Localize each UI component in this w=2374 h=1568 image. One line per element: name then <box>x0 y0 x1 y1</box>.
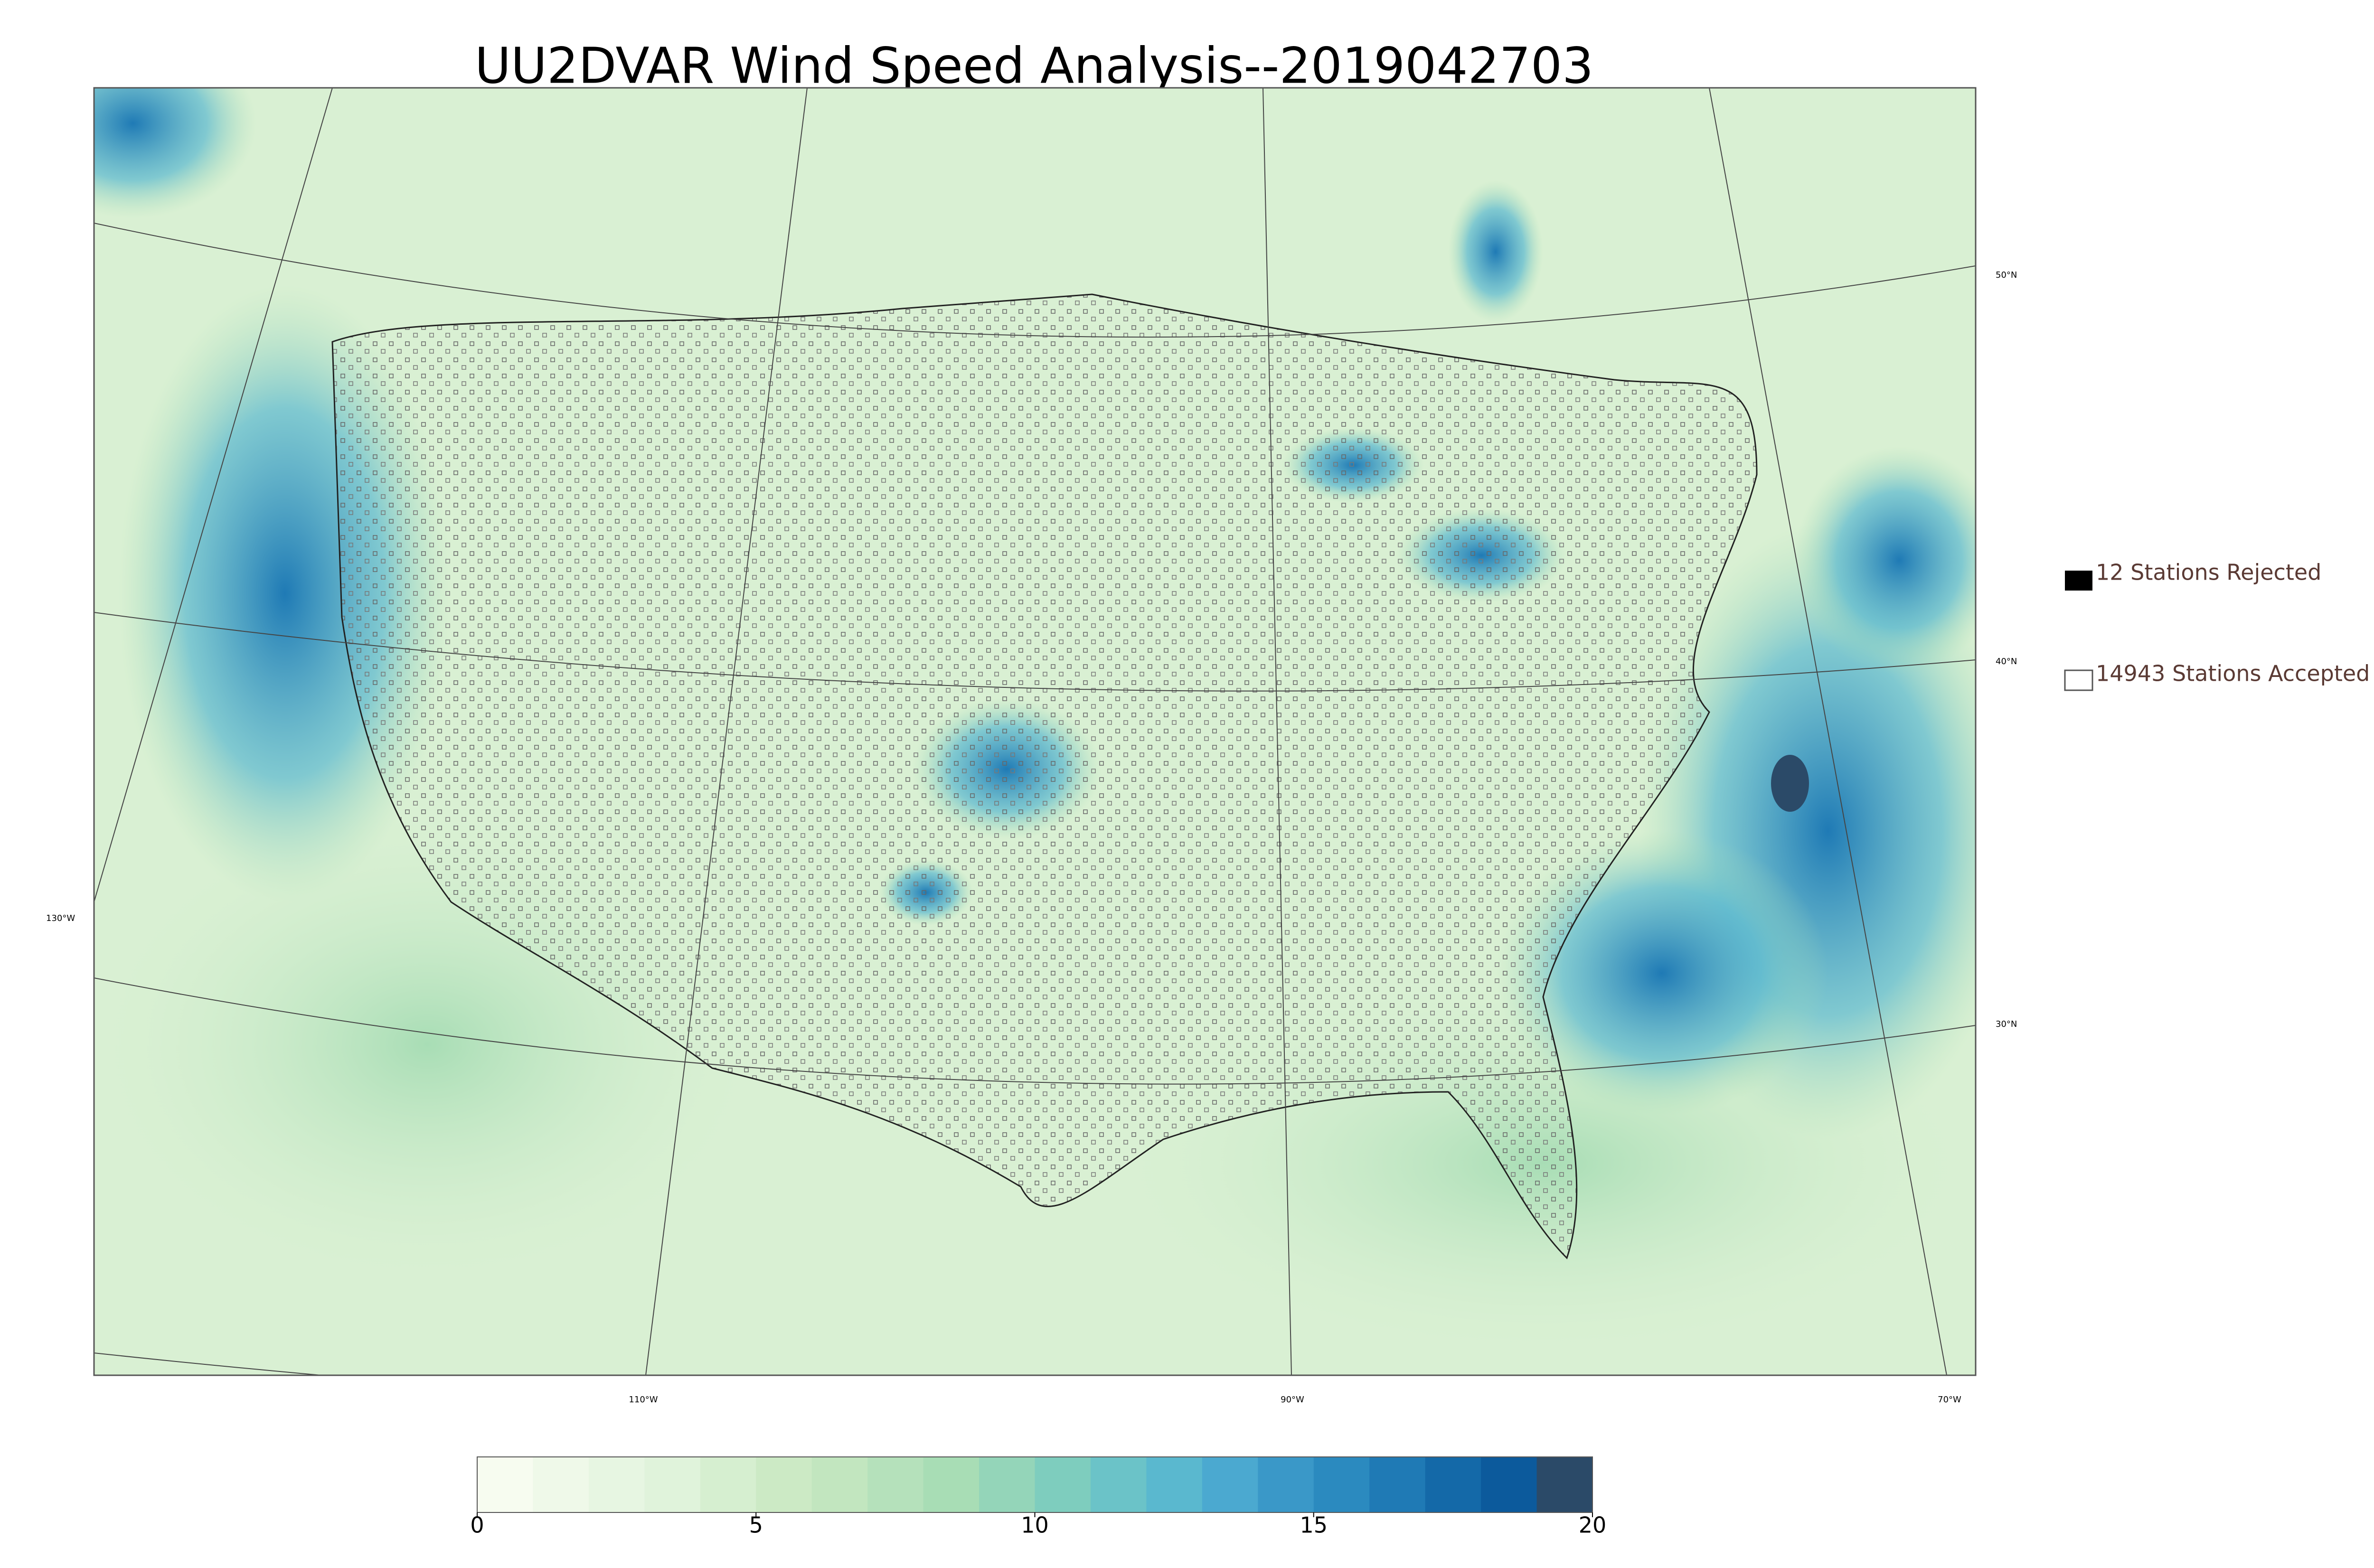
latitude-label: 40°N <box>1996 657 2017 667</box>
wind-field <box>1795 446 1976 674</box>
accepted-marker <box>2064 669 2093 691</box>
colorbar-tick-label: 5 <box>749 1512 763 1538</box>
colorbar-segment <box>1090 1457 1147 1512</box>
colorbar-segment <box>1481 1457 1537 1512</box>
wind-field <box>94 88 256 218</box>
colorbar-segment <box>756 1457 812 1512</box>
colorbar-segment <box>533 1457 589 1512</box>
colorbar: 0 5 10 15 20 <box>470 1456 1607 1538</box>
colorbar-segment <box>811 1457 868 1512</box>
colorbar-segment <box>979 1457 1035 1512</box>
colorbar-segment <box>1313 1457 1370 1512</box>
latitude-label: 50°N <box>1996 270 2017 280</box>
colorbar-segment <box>1258 1457 1314 1512</box>
colorbar-segment <box>1035 1457 1091 1512</box>
colorbar-segment <box>700 1457 756 1512</box>
colorbar-segment <box>1536 1457 1593 1512</box>
latitude-label: 30°N <box>1996 1019 2017 1029</box>
legend-accepted: 14943 Stations Accepted <box>2096 661 2370 686</box>
colorbar-segment <box>867 1457 924 1512</box>
wind-field <box>1771 755 1809 812</box>
wind-field <box>1448 180 1543 323</box>
colorbar-tick-label: 0 <box>470 1512 484 1538</box>
longitude-label: 70°W <box>1938 1395 1961 1405</box>
station-coverage <box>331 293 1758 1259</box>
colorbar-tick-label: 10 <box>1021 1512 1049 1538</box>
longitude-label: 110°W <box>629 1395 658 1405</box>
colorbar-tick-label: 20 <box>1579 1512 1607 1538</box>
graticule <box>94 88 1976 1375</box>
longitude-label: 90°W <box>1281 1395 1304 1405</box>
colorbar-segment <box>1425 1457 1481 1512</box>
colorbar-segment <box>644 1457 701 1512</box>
title: UU2DVAR Wind Speed Analysis--2019042703 <box>475 37 1593 94</box>
map-frame <box>93 87 1977 1376</box>
map <box>94 88 1976 1375</box>
colorbar-segment <box>1202 1457 1258 1512</box>
longitude-label: 130°W <box>46 913 75 923</box>
colorbar-segment <box>477 1457 533 1512</box>
colorbar-segment <box>923 1457 980 1512</box>
rejected-marker <box>2065 571 2092 591</box>
colorbar-segment <box>1146 1457 1203 1512</box>
legend-rejected: 12 Stations Rejected <box>2096 560 2321 585</box>
colorbar-segment <box>1369 1457 1426 1512</box>
colorbar-segment <box>588 1457 645 1512</box>
colorbar-tick-label: 15 <box>1300 1512 1328 1538</box>
